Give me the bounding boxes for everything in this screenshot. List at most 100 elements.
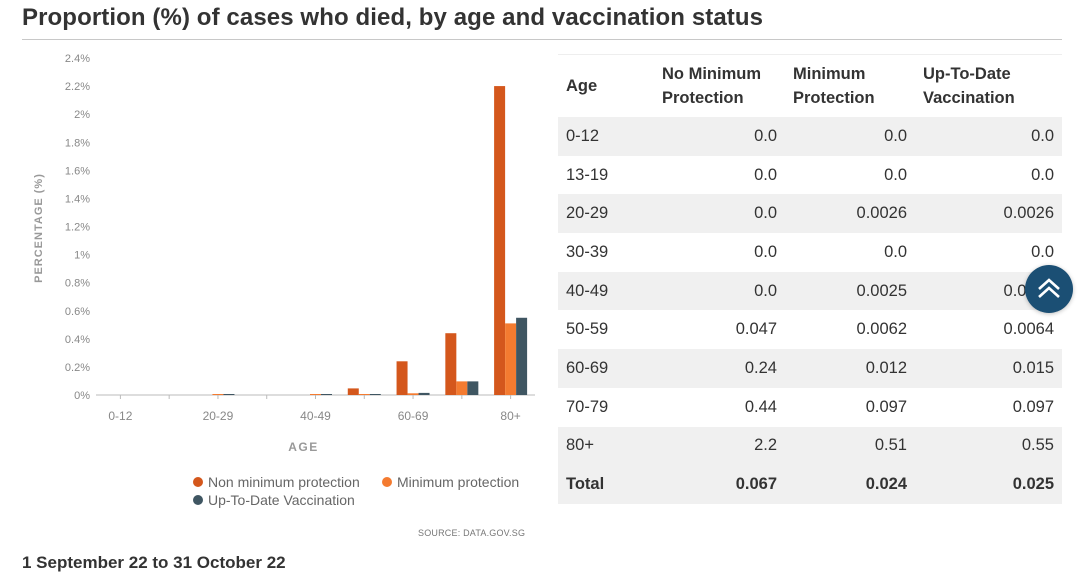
chevron-up-icon <box>1038 278 1060 298</box>
y-tick-label: 2.4% <box>65 53 90 65</box>
cell-up-to-date: 0.0 <box>915 155 1062 195</box>
legend-label-up-to-date: Up-To-Date Vaccination <box>208 492 355 508</box>
cell-up-to-date: 0.015 <box>915 349 1062 388</box>
table-row: 20-29 0.0 0.0026 0.0026 <box>558 194 1062 234</box>
legend-item-minimum[interactable]: Minimum protection <box>382 474 519 490</box>
y-tick-label: 0% <box>74 390 90 402</box>
bar-minimum-20-29 <box>212 394 224 395</box>
legend-label-no-minimum: Non minimum protection <box>208 474 360 490</box>
cell-age: 80+ <box>558 426 654 466</box>
data-table: Age No Minimum Protection Minimum Protecti… <box>558 54 1062 504</box>
y-tick-label: 1.6% <box>65 165 90 177</box>
cell-up-to-date: 0.097 <box>915 387 1062 427</box>
cell-up-to-date: 0.0 <box>915 233 1062 272</box>
y-tick-label: 1.8% <box>65 137 90 149</box>
cell-minimum: 0.097 <box>785 387 915 427</box>
table-row: 0-12 0.0 0.0 0.0 <box>558 117 1062 156</box>
y-tick-label: 0.8% <box>65 278 90 290</box>
y-tick-label: 0.2% <box>65 362 90 374</box>
bar-minimum-60-69 <box>407 393 419 395</box>
bar-no-minimum-50-59 <box>347 388 359 395</box>
legend-swatch-no-minimum <box>193 477 203 487</box>
legend-swatch-up-to-date <box>193 495 203 505</box>
y-axis-title: PERCENTAGE (%) <box>33 173 45 283</box>
cell-total-up-to-date: 0.025 <box>915 465 1062 504</box>
bar-up-to-date-40-49 <box>321 394 332 395</box>
x-tick-label: 80+ <box>500 409 520 423</box>
header-up-to-date: Up-To-Date Vaccination <box>915 54 1062 117</box>
header-no-minimum-l2: Protection <box>662 89 744 107</box>
cell-age: 30-39 <box>558 233 654 272</box>
cell-age: 70-79 <box>558 387 654 427</box>
bar-up-to-date-70-79 <box>467 381 479 395</box>
bar-up-to-date-60-69 <box>418 392 430 395</box>
cell-age: 50-59 <box>558 310 654 350</box>
header-no-minimum-l1: No Minimum <box>662 65 761 83</box>
y-tick-label: 0.4% <box>65 334 90 346</box>
bar-no-minimum-70-79 <box>445 333 457 395</box>
legend-label-minimum: Minimum protection <box>397 474 520 490</box>
y-tick-label: 1% <box>74 250 90 262</box>
table-row: 60-69 0.24 0.012 0.015 <box>558 349 1062 388</box>
cell-up-to-date: 0.55 <box>915 426 1062 466</box>
cell-no-minimum: 0.0 <box>654 233 785 272</box>
table-row: 80+ 2.2 0.51 0.55 <box>558 426 1062 466</box>
cell-age: 0-12 <box>558 117 654 156</box>
cell-no-minimum: 0.0 <box>654 271 785 311</box>
bar-up-to-date-20-29 <box>223 394 235 395</box>
table-total-row: Total 0.067 0.024 0.025 <box>558 465 1062 504</box>
cell-no-minimum: 0.047 <box>654 310 785 350</box>
scroll-to-top-button[interactable] <box>1025 265 1073 313</box>
y-tick-label: 0.6% <box>65 306 90 318</box>
cell-minimum: 0.0062 <box>785 310 915 350</box>
y-tick-label: 2% <box>74 109 90 121</box>
cell-total-label: Total <box>558 465 654 504</box>
table-row: 30-39 0.0 0.0 0.0 <box>558 233 1062 272</box>
header-up-to-date-l2: Vaccination <box>923 89 1015 107</box>
x-tick-label: 20-29 <box>203 409 234 423</box>
table-row: 50-59 0.047 0.0062 0.0064 <box>558 310 1062 350</box>
bar-up-to-date-50-59 <box>369 394 381 395</box>
header-minimum-l1: Minimum <box>793 65 866 83</box>
legend-item-up-to-date[interactable]: Up-To-Date Vaccination <box>193 492 355 508</box>
cell-age: 20-29 <box>558 194 654 234</box>
cell-total-no-minimum: 0.067 <box>654 465 785 504</box>
page-title: Proportion (%) of cases who died, by age… <box>22 4 764 31</box>
legend-item-no-minimum[interactable]: Non minimum protection <box>193 474 360 490</box>
cell-no-minimum: 0.0 <box>654 194 785 234</box>
date-range: 1 September 22 to 31 October 22 <box>22 553 286 572</box>
y-tick-label: 2.2% <box>65 81 90 93</box>
cell-minimum: 0.0026 <box>785 194 915 234</box>
x-tick-label: 60-69 <box>398 409 429 423</box>
x-tick-label: 40-49 <box>300 409 331 423</box>
cell-no-minimum: 0.44 <box>654 387 785 427</box>
bar-up-to-date-80+ <box>516 317 528 395</box>
header-up-to-date-l1: Up-To-Date <box>923 65 1011 83</box>
bar-minimum-50-59 <box>358 394 370 395</box>
table-header-row: Age No Minimum Protection Minimum Protecti… <box>558 54 1062 117</box>
x-tick-label: 0-12 <box>108 409 132 423</box>
bar-no-minimum-60-69 <box>396 361 408 395</box>
cell-age: 60-69 <box>558 349 654 388</box>
cell-total-minimum: 0.024 <box>785 465 915 504</box>
bar-minimum-40-49 <box>310 394 321 395</box>
header-no-minimum: No Minimum Protection <box>654 54 785 117</box>
cell-minimum: 0.0 <box>785 155 915 195</box>
cell-no-minimum: 2.2 <box>654 426 785 466</box>
y-tick-label: 1.4% <box>65 193 90 205</box>
cell-minimum: 0.0025 <box>785 271 915 311</box>
bar-minimum-80+ <box>505 323 517 395</box>
cell-age: 13-19 <box>558 155 654 195</box>
cell-no-minimum: 0.0 <box>654 155 785 195</box>
bar-minimum-70-79 <box>456 381 468 395</box>
cell-no-minimum: 0.24 <box>654 349 785 388</box>
cell-minimum: 0.0 <box>785 233 915 272</box>
legend-swatch-minimum <box>382 477 392 487</box>
bar-no-minimum-80+ <box>494 86 506 396</box>
cell-no-minimum: 0.0 <box>654 117 785 156</box>
header-minimum: Minimum Protection <box>785 54 915 117</box>
cell-up-to-date: 0.0 <box>915 117 1062 156</box>
cell-minimum: 0.012 <box>785 349 915 388</box>
header-minimum-l2: Protection <box>793 89 875 107</box>
title-divider <box>22 39 1062 40</box>
